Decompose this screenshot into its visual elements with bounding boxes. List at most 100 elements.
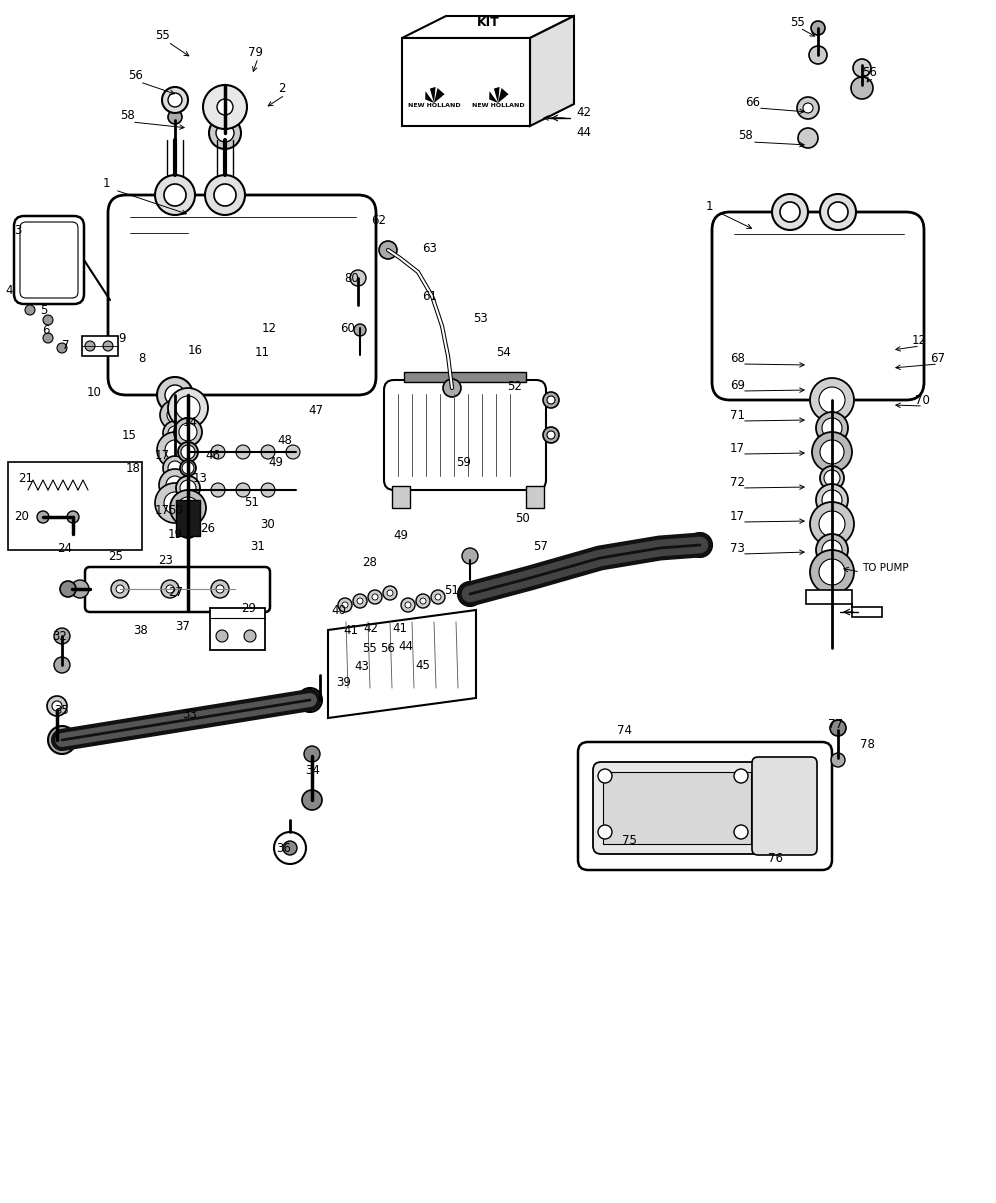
Text: 55: 55 [362, 641, 376, 654]
Text: 37: 37 [175, 620, 190, 633]
Text: KIT: KIT [477, 16, 499, 29]
Text: 14: 14 [183, 415, 198, 428]
Circle shape [824, 470, 840, 486]
Text: 6: 6 [42, 324, 50, 337]
Circle shape [383, 586, 397, 600]
Circle shape [822, 490, 842, 510]
Text: 44: 44 [576, 125, 591, 138]
Text: NEW HOLLAND: NEW HOLLAND [407, 103, 460, 108]
Circle shape [52, 701, 62, 711]
Circle shape [56, 734, 68, 746]
Circle shape [165, 440, 185, 460]
Text: 39: 39 [336, 676, 351, 688]
Circle shape [379, 241, 397, 259]
Circle shape [304, 746, 320, 761]
Circle shape [176, 396, 200, 420]
Circle shape [688, 533, 712, 557]
Text: 61: 61 [422, 290, 437, 302]
Circle shape [816, 534, 848, 565]
Circle shape [216, 124, 234, 142]
Polygon shape [498, 88, 509, 103]
Circle shape [182, 462, 194, 474]
Circle shape [177, 497, 199, 518]
Circle shape [25, 306, 35, 315]
Text: 10: 10 [87, 385, 102, 398]
Circle shape [819, 387, 845, 413]
Circle shape [772, 194, 808, 230]
Circle shape [162, 87, 188, 113]
Circle shape [164, 492, 186, 514]
Circle shape [167, 407, 183, 423]
Bar [392, 486, 410, 508]
Text: 9: 9 [118, 332, 125, 344]
Text: 11: 11 [255, 345, 270, 358]
Text: 74: 74 [617, 723, 632, 736]
Circle shape [830, 721, 846, 736]
Text: 19: 19 [168, 527, 183, 540]
Circle shape [350, 269, 366, 286]
Text: 42: 42 [576, 106, 591, 119]
Circle shape [261, 482, 275, 497]
Circle shape [820, 466, 844, 490]
Bar [526, 486, 544, 508]
Circle shape [168, 109, 182, 124]
Circle shape [181, 521, 195, 535]
Circle shape [178, 518, 198, 538]
Text: 56: 56 [862, 65, 876, 78]
Circle shape [810, 378, 854, 422]
Text: 76: 76 [768, 852, 783, 865]
Polygon shape [402, 16, 574, 38]
Circle shape [205, 174, 245, 215]
Circle shape [43, 315, 53, 325]
Circle shape [302, 790, 322, 810]
Circle shape [236, 445, 250, 460]
Circle shape [810, 502, 854, 546]
Text: TO PUMP: TO PUMP [862, 563, 908, 573]
Circle shape [60, 581, 76, 597]
Circle shape [214, 184, 236, 206]
Circle shape [372, 594, 378, 600]
Circle shape [37, 511, 49, 523]
Text: 17: 17 [155, 449, 170, 462]
Circle shape [797, 97, 819, 119]
Circle shape [211, 445, 225, 460]
Circle shape [387, 589, 393, 595]
Text: 32: 32 [52, 629, 67, 642]
Circle shape [236, 482, 250, 497]
Text: 38: 38 [133, 623, 147, 636]
Text: 35: 35 [54, 704, 69, 717]
Circle shape [71, 580, 89, 598]
Text: 70: 70 [915, 393, 930, 407]
Text: 51: 51 [444, 583, 459, 597]
Circle shape [338, 598, 352, 612]
Text: 29: 29 [241, 602, 256, 615]
Text: 26: 26 [200, 521, 215, 534]
Circle shape [161, 580, 179, 598]
Circle shape [166, 585, 174, 593]
Circle shape [170, 490, 206, 526]
Circle shape [176, 476, 200, 500]
Text: 36: 36 [276, 842, 291, 854]
Circle shape [244, 630, 256, 642]
Circle shape [543, 427, 559, 443]
Circle shape [828, 202, 848, 223]
Bar [8, 462, 142, 550]
Text: 56: 56 [128, 69, 142, 82]
Circle shape [819, 559, 845, 585]
Circle shape [180, 460, 196, 476]
Circle shape [155, 482, 195, 523]
Circle shape [174, 417, 202, 446]
Circle shape [462, 549, 478, 564]
Circle shape [543, 392, 559, 408]
Text: NEW HOLLAND: NEW HOLLAND [472, 103, 524, 108]
Circle shape [811, 20, 825, 35]
Text: 49: 49 [393, 528, 408, 541]
Circle shape [111, 580, 129, 598]
Text: 18: 18 [126, 462, 140, 474]
Text: 40: 40 [331, 604, 346, 616]
Text: 41: 41 [343, 623, 358, 636]
Polygon shape [430, 87, 435, 103]
Circle shape [168, 426, 182, 440]
Circle shape [157, 377, 193, 413]
Circle shape [816, 411, 848, 444]
